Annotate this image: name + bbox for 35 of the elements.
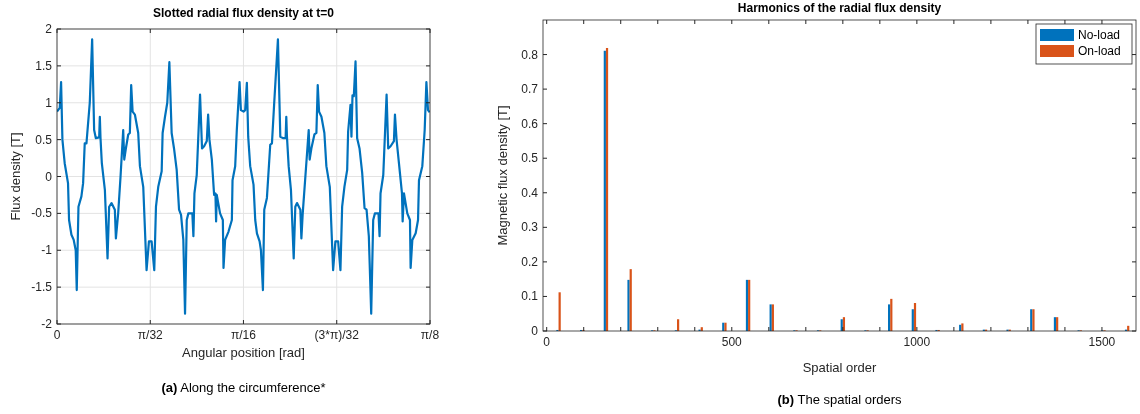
y-tick-label: 0	[45, 169, 53, 184]
text: (b) The spatial orders	[777, 392, 903, 407]
x-tick-label: π/16	[230, 328, 257, 342]
y-tick-label: 0.7	[521, 82, 539, 97]
y-tick-label: 0.4	[521, 185, 539, 200]
x-tick-label: 1000	[903, 335, 931, 349]
y-tick-label: 0.2	[521, 254, 539, 269]
y-tick-label: 0.8	[521, 47, 539, 62]
y-tick-label: -2	[41, 317, 53, 331]
y-tick-label: 0.6	[521, 116, 539, 131]
y-tick-label: -0.5	[31, 206, 53, 221]
chart-title: Slotted radial flux density at t=0	[152, 6, 335, 20]
x-tick-label: 500	[721, 335, 743, 349]
chart-title: Harmonics of the radial flux density	[737, 1, 942, 15]
x-axis-title: Spatial order	[802, 360, 878, 375]
text: (a) Along the circumference*	[161, 380, 326, 395]
y-axis-title: Magnetic flux density [T]	[495, 105, 510, 246]
x-tick-label: (3*π)/32	[314, 328, 360, 342]
y-tick-label: -1	[41, 243, 53, 258]
y-tick-label: 1.5	[35, 58, 53, 73]
x-tick-label: π/32	[137, 328, 164, 342]
y-tick-label: 2	[45, 22, 53, 36]
x-tick-label: 1500	[1088, 335, 1116, 349]
x-tick-label: 0	[543, 335, 551, 349]
y-tick-label: -1.5	[31, 280, 53, 295]
y-tick-label: 0.5	[521, 151, 539, 166]
y-tick-label: 0.1	[521, 289, 539, 304]
legend-label: No-load	[1078, 28, 1121, 42]
legend-label: On-load	[1078, 44, 1121, 58]
y-axis-title: Flux density [T]	[8, 132, 23, 221]
y-tick-label: 1	[45, 95, 53, 110]
x-axis-title: Angular position [rad]	[182, 345, 305, 360]
y-tick-label: 0.3	[521, 220, 539, 235]
x-tick-label: π/8	[420, 328, 440, 342]
y-tick-label: 0.5	[35, 132, 53, 147]
